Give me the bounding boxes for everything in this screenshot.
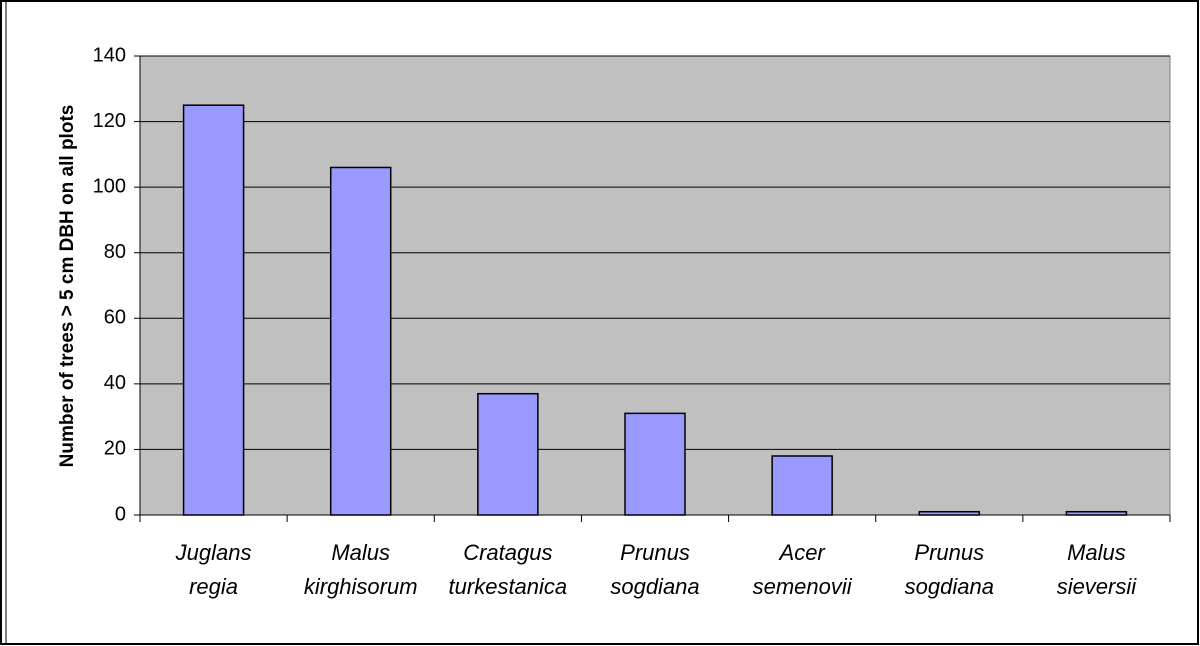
x-tick-label: Prunus sogdiana bbox=[610, 540, 699, 599]
bar bbox=[624, 412, 686, 516]
y-tick-label: 100 bbox=[93, 175, 126, 197]
y-tick-label: 80 bbox=[104, 241, 126, 263]
x-tick-label: Prunus sogdiana bbox=[905, 540, 994, 599]
bar bbox=[771, 455, 833, 516]
y-tick-label: 20 bbox=[104, 438, 126, 460]
x-tick-label: Acer semenovii bbox=[753, 540, 853, 599]
x-tick-label: Malus kirghisorum bbox=[304, 540, 418, 599]
bar bbox=[182, 104, 245, 516]
y-tick-label: 40 bbox=[104, 372, 126, 394]
bar bbox=[477, 392, 539, 516]
y-axis-label: Number of trees > 5 cm DBH on all plots bbox=[57, 105, 78, 468]
x-tick-label: Juglans regia bbox=[175, 540, 252, 599]
y-tick-label: 120 bbox=[93, 110, 126, 132]
y-tick-label: 140 bbox=[93, 44, 126, 66]
x-tick-label: Cratagus turkestanica bbox=[449, 540, 568, 599]
y-tick-label: 60 bbox=[104, 307, 126, 329]
y-tick-label: 0 bbox=[115, 503, 126, 525]
bar bbox=[329, 166, 392, 516]
x-tick-label: Malus sieversii bbox=[1057, 540, 1138, 599]
